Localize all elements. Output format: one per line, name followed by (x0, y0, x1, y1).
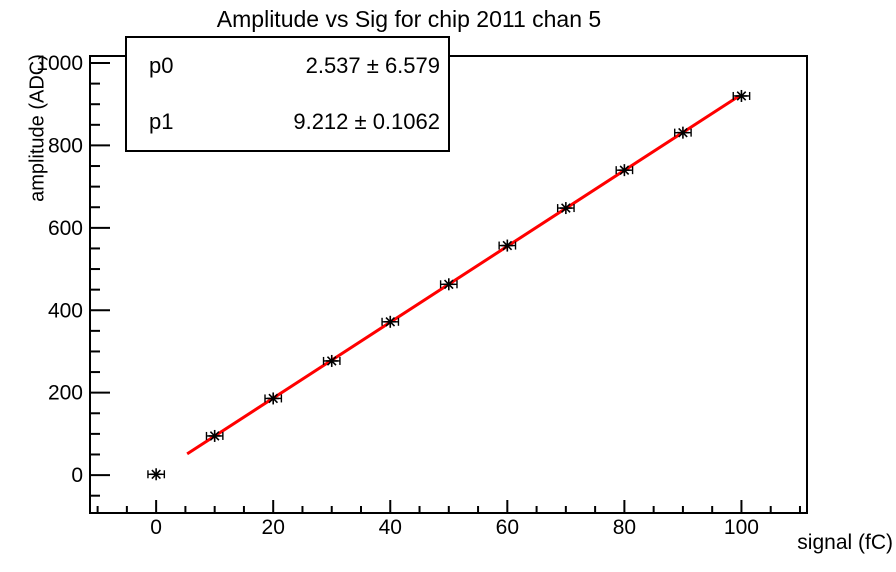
data-marker (736, 91, 747, 101)
y-tick-label: 1000 (36, 52, 83, 75)
data-marker (619, 165, 630, 175)
y-tick-label: 600 (48, 217, 83, 240)
data-marker (561, 203, 571, 213)
stats-param-value: 9.212 ± 0.1062 (293, 109, 440, 134)
y-axis-title: amplitude (ADC) (26, 54, 49, 202)
y-tick-label: 400 (48, 299, 83, 322)
y-tick-label: 200 (48, 382, 83, 405)
data-marker (502, 240, 513, 251)
x-tick-label: 0 (150, 516, 162, 539)
data-marker (678, 127, 688, 138)
data-marker (209, 431, 220, 441)
x-tick-label: 100 (724, 516, 759, 539)
x-tick-label: 20 (262, 516, 285, 539)
stats-param-name: p1 (149, 109, 174, 134)
data-marker (326, 356, 337, 366)
stats-param-value: 2.537 ± 6.579 (305, 53, 440, 78)
stats-row-p1: p1 9.212 ± 0.1062 (149, 109, 440, 135)
y-tick-label: 0 (71, 464, 83, 487)
x-axis-title: signal (fC) (797, 531, 893, 554)
data-marker (268, 393, 279, 404)
fit-line (186, 94, 740, 456)
x-tick-label: 80 (613, 516, 636, 539)
x-tick-label: 40 (379, 516, 402, 539)
data-marker (385, 316, 396, 327)
y-tick-label: 800 (48, 134, 83, 157)
x-tick-label: 60 (496, 516, 519, 539)
fit-stats-box: p0 2.537 ± 6.579 p1 9.212 ± 0.1062 (125, 36, 450, 152)
data-marker (151, 469, 161, 480)
chart-title: Amplitude vs Sig for chip 2011 chan 5 (216, 6, 602, 32)
stats-row-p0: p0 2.537 ± 6.579 (149, 53, 440, 79)
stats-param-name: p0 (149, 53, 174, 78)
data-marker (443, 279, 454, 290)
